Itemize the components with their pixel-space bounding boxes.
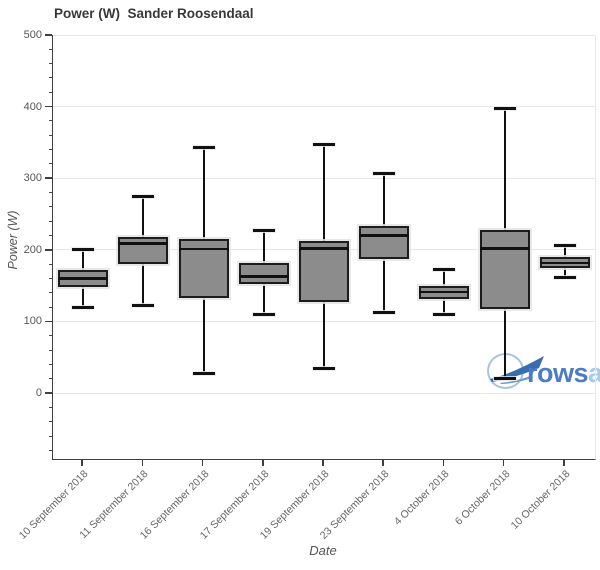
y-minor-tick-20	[48, 378, 52, 380]
median-line	[238, 275, 289, 278]
whisker-cap-top	[252, 229, 275, 233]
y-minor-tick-120	[48, 306, 52, 308]
whisker-cap-bottom	[433, 312, 456, 316]
y-minor-tick-460	[48, 63, 52, 65]
y-minor-tick--20	[48, 406, 52, 408]
y-minor-tick-260	[48, 206, 52, 208]
x-tick-2	[201, 460, 204, 466]
rowing-boat-swoosh-icon	[490, 356, 544, 384]
y-minor-tick-380	[48, 120, 52, 122]
y-minor-tick--40	[48, 421, 52, 423]
y-tick-label-100: 100	[23, 315, 42, 328]
y-minor-tick-80	[48, 335, 52, 337]
median-line	[359, 234, 410, 237]
y-minor-tick-320	[48, 163, 52, 165]
whisker-cap-bottom	[132, 303, 155, 307]
whisker-cap-top	[493, 107, 516, 111]
y-minor-tick-420	[48, 91, 52, 93]
median-line	[419, 290, 470, 294]
median-line	[178, 247, 229, 251]
boxplot-marks-layer	[53, 35, 595, 459]
y-tick-label-500: 500	[23, 29, 42, 41]
y-minor-tick-440	[48, 77, 52, 79]
x-axis-title: Date	[309, 543, 337, 558]
median-line	[58, 277, 109, 280]
logo-brand-text: rowsandall	[527, 358, 600, 389]
logo-brand-bold: rows	[527, 358, 589, 388]
y-major-tick-500	[45, 34, 52, 36]
y-minor-tick-240	[48, 220, 52, 222]
y-major-tick-100	[45, 320, 52, 323]
y-tick-label-200: 200	[23, 243, 42, 256]
x-tick-6	[442, 460, 445, 466]
whisker-cap-top	[192, 145, 215, 149]
y-minor-tick-180	[48, 263, 52, 265]
box-rect[interactable]	[359, 226, 410, 260]
median-line	[539, 261, 590, 264]
y-minor-tick-280	[48, 192, 52, 194]
y-minor-tick-60	[48, 349, 52, 351]
x-tick-3	[262, 460, 264, 466]
rowsandall-watermark-logo: rowsandall	[486, 350, 600, 396]
box-rect[interactable]	[479, 229, 530, 309]
x-tick-4	[322, 460, 324, 466]
whisker-cap-bottom	[192, 372, 215, 376]
y-major-tick-300	[45, 177, 52, 179]
y-gridline-400	[53, 106, 595, 108]
y-minor-tick-160	[48, 278, 52, 279]
y-minor-tick-220	[48, 235, 52, 237]
whisker-cap-bottom	[252, 312, 275, 316]
whisker-cap-top	[373, 171, 396, 175]
whisker-cap-bottom	[493, 377, 516, 381]
y-tick-label-0: 0	[35, 387, 42, 400]
whisker-cap-top	[313, 143, 335, 147]
y-minor-tick-140	[48, 292, 52, 294]
box-rect[interactable]	[118, 236, 169, 265]
median-line	[118, 242, 169, 245]
y-minor-tick--80	[48, 449, 52, 451]
y-major-tick-400	[45, 105, 52, 108]
y-minor-tick-340	[48, 149, 52, 151]
y-tick-label-300: 300	[23, 172, 42, 185]
x-tick-7	[502, 460, 505, 466]
whisker-cap-top	[132, 194, 155, 198]
whisker-cap-top	[553, 244, 576, 248]
median-line	[299, 247, 349, 250]
x-tick-0	[81, 460, 83, 466]
y-tick-label-400: 400	[23, 100, 42, 113]
whisker-cap-bottom	[313, 366, 335, 370]
box-rect[interactable]	[238, 262, 289, 285]
y-gridline-500	[53, 34, 595, 36]
whisker-cap-bottom	[553, 275, 576, 279]
y-minor-tick-480	[48, 48, 52, 50]
box-rect[interactable]	[299, 240, 349, 303]
y-minor-tick-40	[48, 363, 52, 365]
logo-brand-light: andall	[588, 358, 600, 388]
y-minor-tick-360	[48, 134, 52, 136]
whisker-cap-bottom	[72, 305, 95, 309]
x-tick-5	[382, 460, 384, 466]
y-major-tick-0	[45, 392, 52, 394]
chart-title: Power (W) Sander Roosendaal	[54, 6, 254, 21]
y-major-tick-200	[45, 249, 52, 251]
whisker-cap-top	[433, 267, 456, 271]
x-tick-8	[563, 460, 565, 466]
x-tick-1	[141, 460, 144, 466]
y-minor-tick--60	[48, 435, 52, 437]
whisker-cap-bottom	[373, 311, 396, 315]
whisker-cap-top	[72, 248, 95, 252]
y-gridline-0	[53, 392, 595, 394]
median-line	[479, 247, 530, 250]
x-tick-label-0: 10 September 2018	[16, 468, 91, 542]
plot-area	[52, 34, 596, 460]
